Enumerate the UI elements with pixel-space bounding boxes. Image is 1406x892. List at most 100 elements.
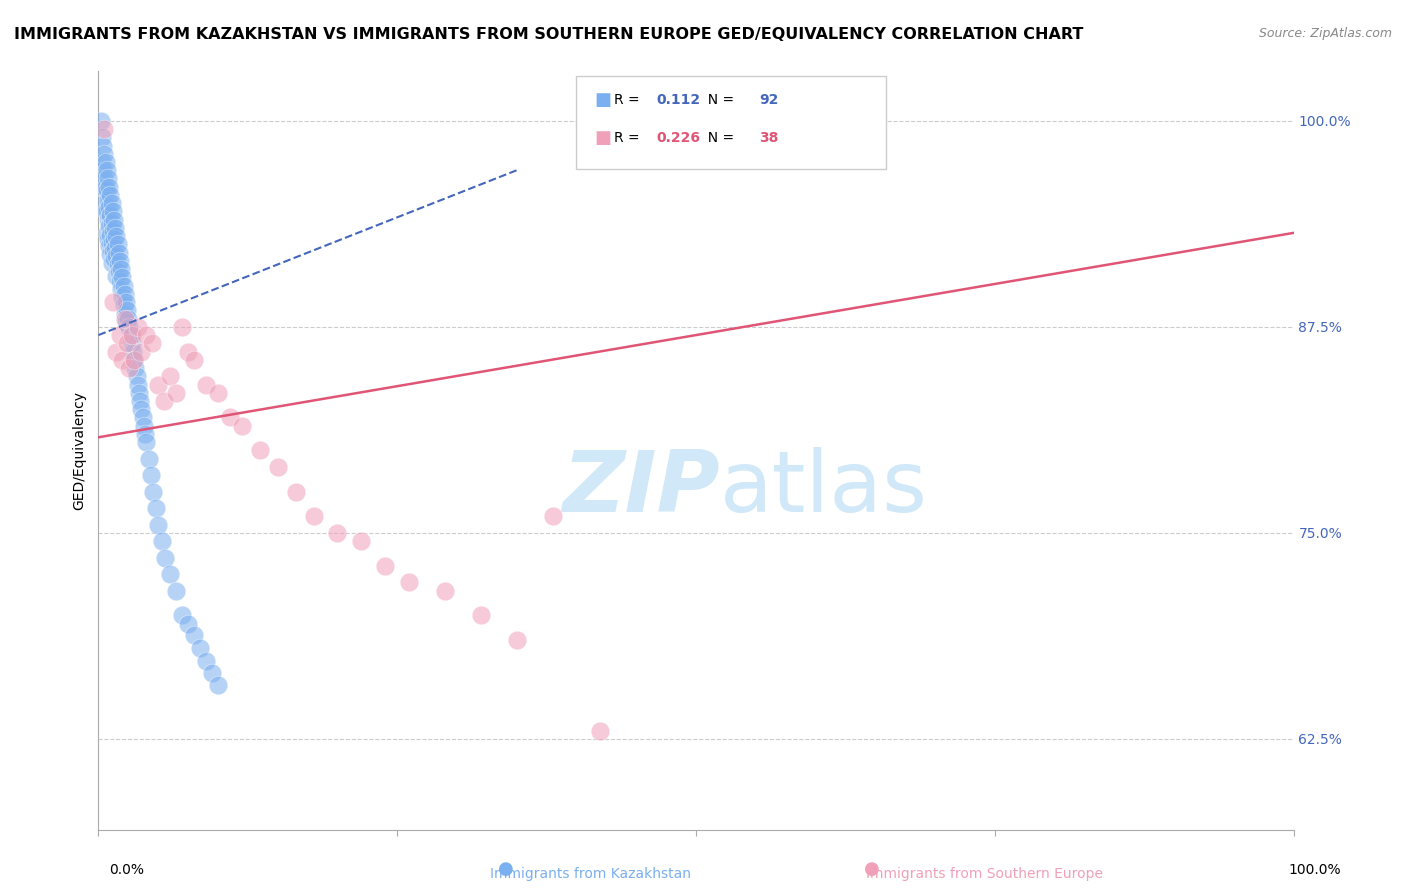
- Point: [159, 567, 181, 582]
- Point: [159, 369, 181, 384]
- Point: [470, 608, 492, 623]
- Text: 38: 38: [759, 131, 779, 145]
- Point: [374, 558, 396, 573]
- Point: [124, 361, 146, 376]
- Point: [127, 319, 149, 334]
- Point: [145, 501, 167, 516]
- Point: [110, 262, 132, 277]
- Point: [165, 385, 187, 400]
- Point: [131, 344, 153, 359]
- Point: [110, 282, 132, 296]
- Text: N =: N =: [699, 131, 738, 145]
- Point: [219, 410, 242, 425]
- Text: N =: N =: [699, 93, 738, 107]
- Point: [117, 311, 139, 326]
- Point: [98, 200, 121, 214]
- Text: 0.112: 0.112: [657, 93, 700, 107]
- Point: [93, 196, 115, 211]
- Point: [108, 253, 131, 268]
- Text: ZIP: ZIP: [562, 447, 720, 530]
- Point: [97, 171, 120, 186]
- Point: [94, 155, 117, 169]
- Point: [93, 122, 115, 136]
- Point: [207, 385, 229, 400]
- Point: [97, 232, 120, 246]
- Point: [115, 303, 138, 318]
- Point: [131, 410, 153, 425]
- Text: R =: R =: [614, 93, 644, 107]
- Point: [101, 295, 124, 310]
- Point: [589, 723, 612, 738]
- Point: [108, 328, 131, 343]
- Point: [103, 212, 125, 227]
- Point: [98, 227, 122, 242]
- Point: [114, 307, 136, 321]
- Point: [326, 525, 349, 540]
- Point: [93, 146, 115, 161]
- Point: [188, 641, 211, 656]
- Point: [121, 336, 143, 351]
- Point: [101, 244, 124, 258]
- Point: [91, 138, 114, 153]
- Point: [98, 188, 122, 202]
- Point: [398, 575, 420, 590]
- Text: 0.0%: 0.0%: [110, 863, 143, 877]
- Point: [96, 163, 118, 178]
- Point: [195, 655, 218, 669]
- Point: [120, 328, 142, 343]
- Text: Immigrants from Southern Europe: Immigrants from Southern Europe: [866, 867, 1102, 881]
- Point: [104, 241, 127, 255]
- Point: [91, 179, 114, 194]
- Point: [118, 319, 141, 334]
- Point: [103, 232, 125, 246]
- Text: ●: ●: [863, 860, 880, 878]
- Point: [135, 435, 157, 450]
- Point: [101, 224, 124, 238]
- Point: [172, 608, 194, 623]
- Text: atlas: atlas: [720, 447, 928, 530]
- Point: [105, 344, 128, 359]
- Point: [153, 394, 176, 409]
- Point: [177, 344, 200, 359]
- Point: [98, 239, 121, 253]
- Point: [100, 255, 122, 269]
- Point: [112, 278, 135, 293]
- Point: [97, 212, 120, 227]
- Point: [150, 534, 173, 549]
- Text: ●: ●: [498, 860, 515, 878]
- Point: [267, 459, 290, 474]
- Point: [124, 352, 146, 367]
- Point: [134, 427, 156, 442]
- Point: [90, 113, 112, 128]
- Point: [96, 183, 118, 197]
- Point: [434, 583, 457, 598]
- Point: [93, 171, 115, 186]
- Point: [94, 204, 117, 219]
- Text: Source: ZipAtlas.com: Source: ZipAtlas.com: [1258, 27, 1392, 40]
- Point: [91, 163, 114, 178]
- Point: [135, 328, 157, 343]
- Point: [96, 226, 118, 240]
- Point: [112, 298, 135, 312]
- Point: [172, 319, 194, 334]
- Point: [302, 509, 325, 524]
- Point: [506, 632, 529, 647]
- Point: [115, 336, 138, 351]
- Point: [165, 583, 187, 598]
- Text: 100.0%: 100.0%: [1288, 863, 1341, 877]
- Point: [131, 402, 153, 417]
- Point: [195, 377, 218, 392]
- Point: [124, 352, 146, 367]
- Text: 0.226: 0.226: [657, 131, 700, 145]
- Point: [142, 484, 165, 499]
- Point: [249, 443, 271, 458]
- Point: [118, 361, 141, 376]
- Point: [114, 311, 136, 326]
- Point: [111, 270, 134, 285]
- Point: [98, 247, 122, 261]
- Point: [101, 204, 124, 219]
- Point: [111, 352, 134, 367]
- Point: [127, 377, 149, 392]
- Text: IMMIGRANTS FROM KAZAKHSTAN VS IMMIGRANTS FROM SOUTHERN EUROPE GED/EQUIVALENCY CO: IMMIGRANTS FROM KAZAKHSTAN VS IMMIGRANTS…: [14, 27, 1084, 42]
- Point: [103, 252, 125, 267]
